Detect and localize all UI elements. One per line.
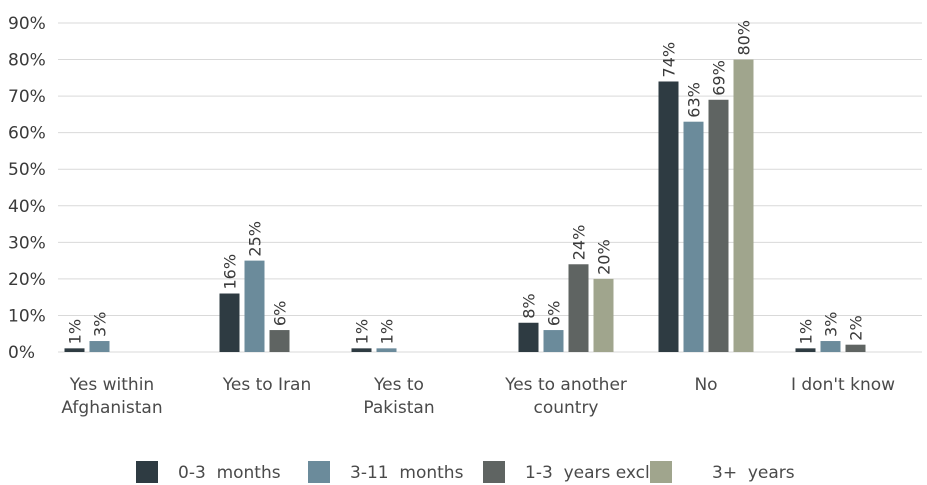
data-label: 2% [847, 315, 866, 340]
bar [219, 293, 240, 352]
legend-label: 0-3 months [178, 463, 281, 483]
legend-swatch [136, 461, 158, 483]
bar [64, 348, 85, 352]
category-label: Yes to Iran [222, 375, 312, 395]
bar [543, 330, 564, 352]
category-label: Yes to another country [504, 375, 627, 418]
y-axis-ticks: 0% 10% 20% 30% 40% 50% 60% 70% 80% 90% [8, 14, 46, 363]
data-label: 69% [710, 60, 729, 96]
y-tick-label: 0% [8, 343, 35, 363]
legend-label: 3-11 months [350, 463, 464, 483]
data-label: 74% [660, 42, 679, 78]
data-label: 8% [520, 293, 539, 318]
data-label: 16% [221, 254, 240, 290]
data-label: 63% [685, 82, 704, 118]
legend-swatch [650, 461, 672, 483]
category-labels: Yes within Afghanistan Yes to Iran Yes to Pa… [61, 375, 895, 418]
data-label: 24% [570, 225, 589, 261]
y-tick-label: 50% [8, 160, 46, 180]
bar [733, 59, 754, 353]
bar [820, 341, 841, 352]
y-tick-label: 90% [8, 14, 46, 34]
y-tick-label: 30% [8, 233, 46, 253]
y-tick-label: 70% [8, 87, 46, 107]
category-label: No [694, 375, 717, 395]
category-label: Yes within Afghanistan [61, 375, 162, 418]
bar [593, 278, 614, 352]
data-labels: 1% 3%16%25%6%1% 1%8% 6%24% 20%74%63%69%80%1%… [66, 20, 866, 344]
legend-swatch [308, 461, 330, 483]
bar [795, 348, 816, 352]
bars [64, 59, 866, 353]
y-tick-label: 80% [8, 51, 46, 71]
bar [244, 260, 265, 352]
bar [568, 264, 589, 352]
y-tick-label: 40% [8, 197, 46, 217]
category-label: Yes to Pakistan [363, 375, 434, 418]
data-label: 3% [91, 312, 110, 337]
data-label: 1% [66, 319, 85, 344]
bar [658, 81, 679, 352]
bar [518, 322, 539, 352]
y-tick-label: 10% [8, 306, 46, 326]
legend: 0-3 months 3-11 months 1-3 years excl 3+ ye… [136, 461, 795, 483]
bar [376, 348, 397, 352]
gridlines [58, 22, 922, 353]
y-tick-label: 60% [8, 124, 46, 144]
y-tick-label: 20% [8, 270, 46, 290]
data-label: 6% [545, 301, 564, 326]
data-label: 20% [595, 239, 614, 275]
category-label: I don't know [791, 375, 895, 395]
legend-label: 3+ years [712, 463, 795, 483]
data-label: 1% [353, 319, 372, 344]
data-label: 1% [797, 319, 816, 344]
bar [845, 344, 866, 352]
bar [351, 348, 372, 352]
bar [89, 341, 110, 352]
data-label: 3% [822, 312, 841, 337]
bar [683, 121, 704, 352]
legend-label: 1-3 years excl [525, 463, 650, 483]
data-label: 80% [735, 20, 754, 56]
data-label: 6% [271, 301, 290, 326]
legend-swatch [483, 461, 505, 483]
bar [708, 99, 729, 353]
data-label: 25% [246, 221, 265, 257]
data-label: 1% [378, 319, 397, 344]
bar [269, 330, 290, 352]
